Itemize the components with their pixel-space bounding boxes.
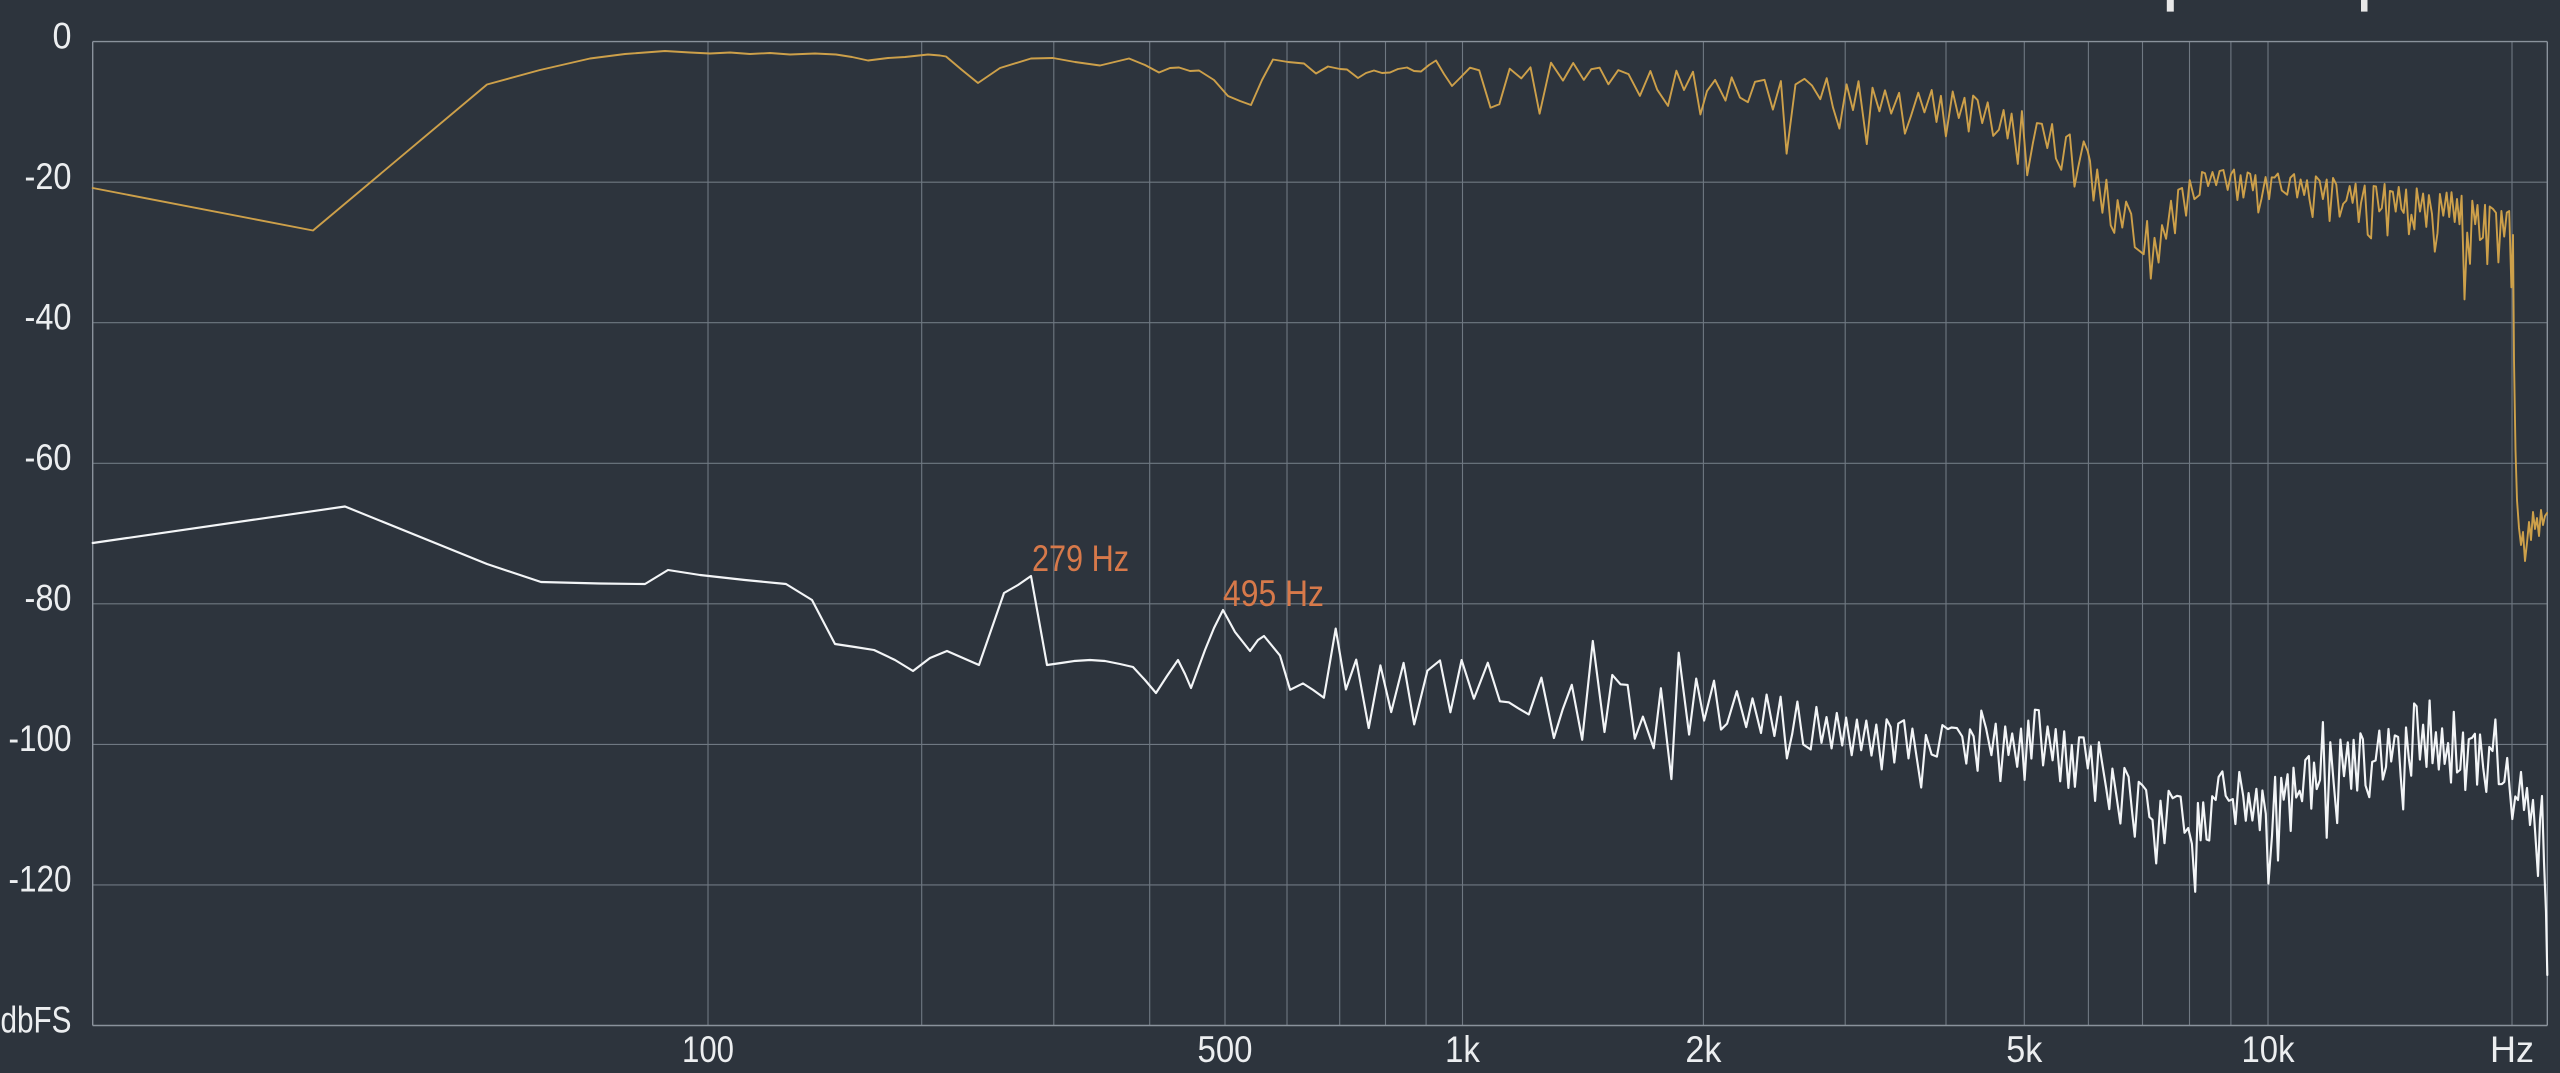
svg-text:-100: -100	[9, 718, 72, 759]
svg-text:279 Hz: 279 Hz	[1032, 538, 1129, 579]
svg-text:dbFS: dbFS	[1, 999, 72, 1040]
svg-text:0: 0	[53, 15, 72, 56]
svg-text:10k: 10k	[2242, 1029, 2295, 1070]
svg-text:100: 100	[682, 1029, 734, 1070]
svg-text:1k: 1k	[1445, 1029, 1480, 1070]
svg-text:-40: -40	[25, 297, 72, 338]
svg-text:-120: -120	[9, 859, 72, 900]
svg-text:-80: -80	[25, 578, 72, 619]
svg-text:500: 500	[1198, 1029, 1253, 1070]
svg-text:-20: -20	[25, 156, 72, 197]
svg-text:-60: -60	[25, 437, 72, 478]
svg-text:Hz: Hz	[2490, 1029, 2534, 1070]
svg-text:2k: 2k	[1685, 1029, 1721, 1070]
svg-text:495 Hz: 495 Hz	[1223, 573, 1324, 614]
svg-text:5k: 5k	[2006, 1029, 2042, 1070]
